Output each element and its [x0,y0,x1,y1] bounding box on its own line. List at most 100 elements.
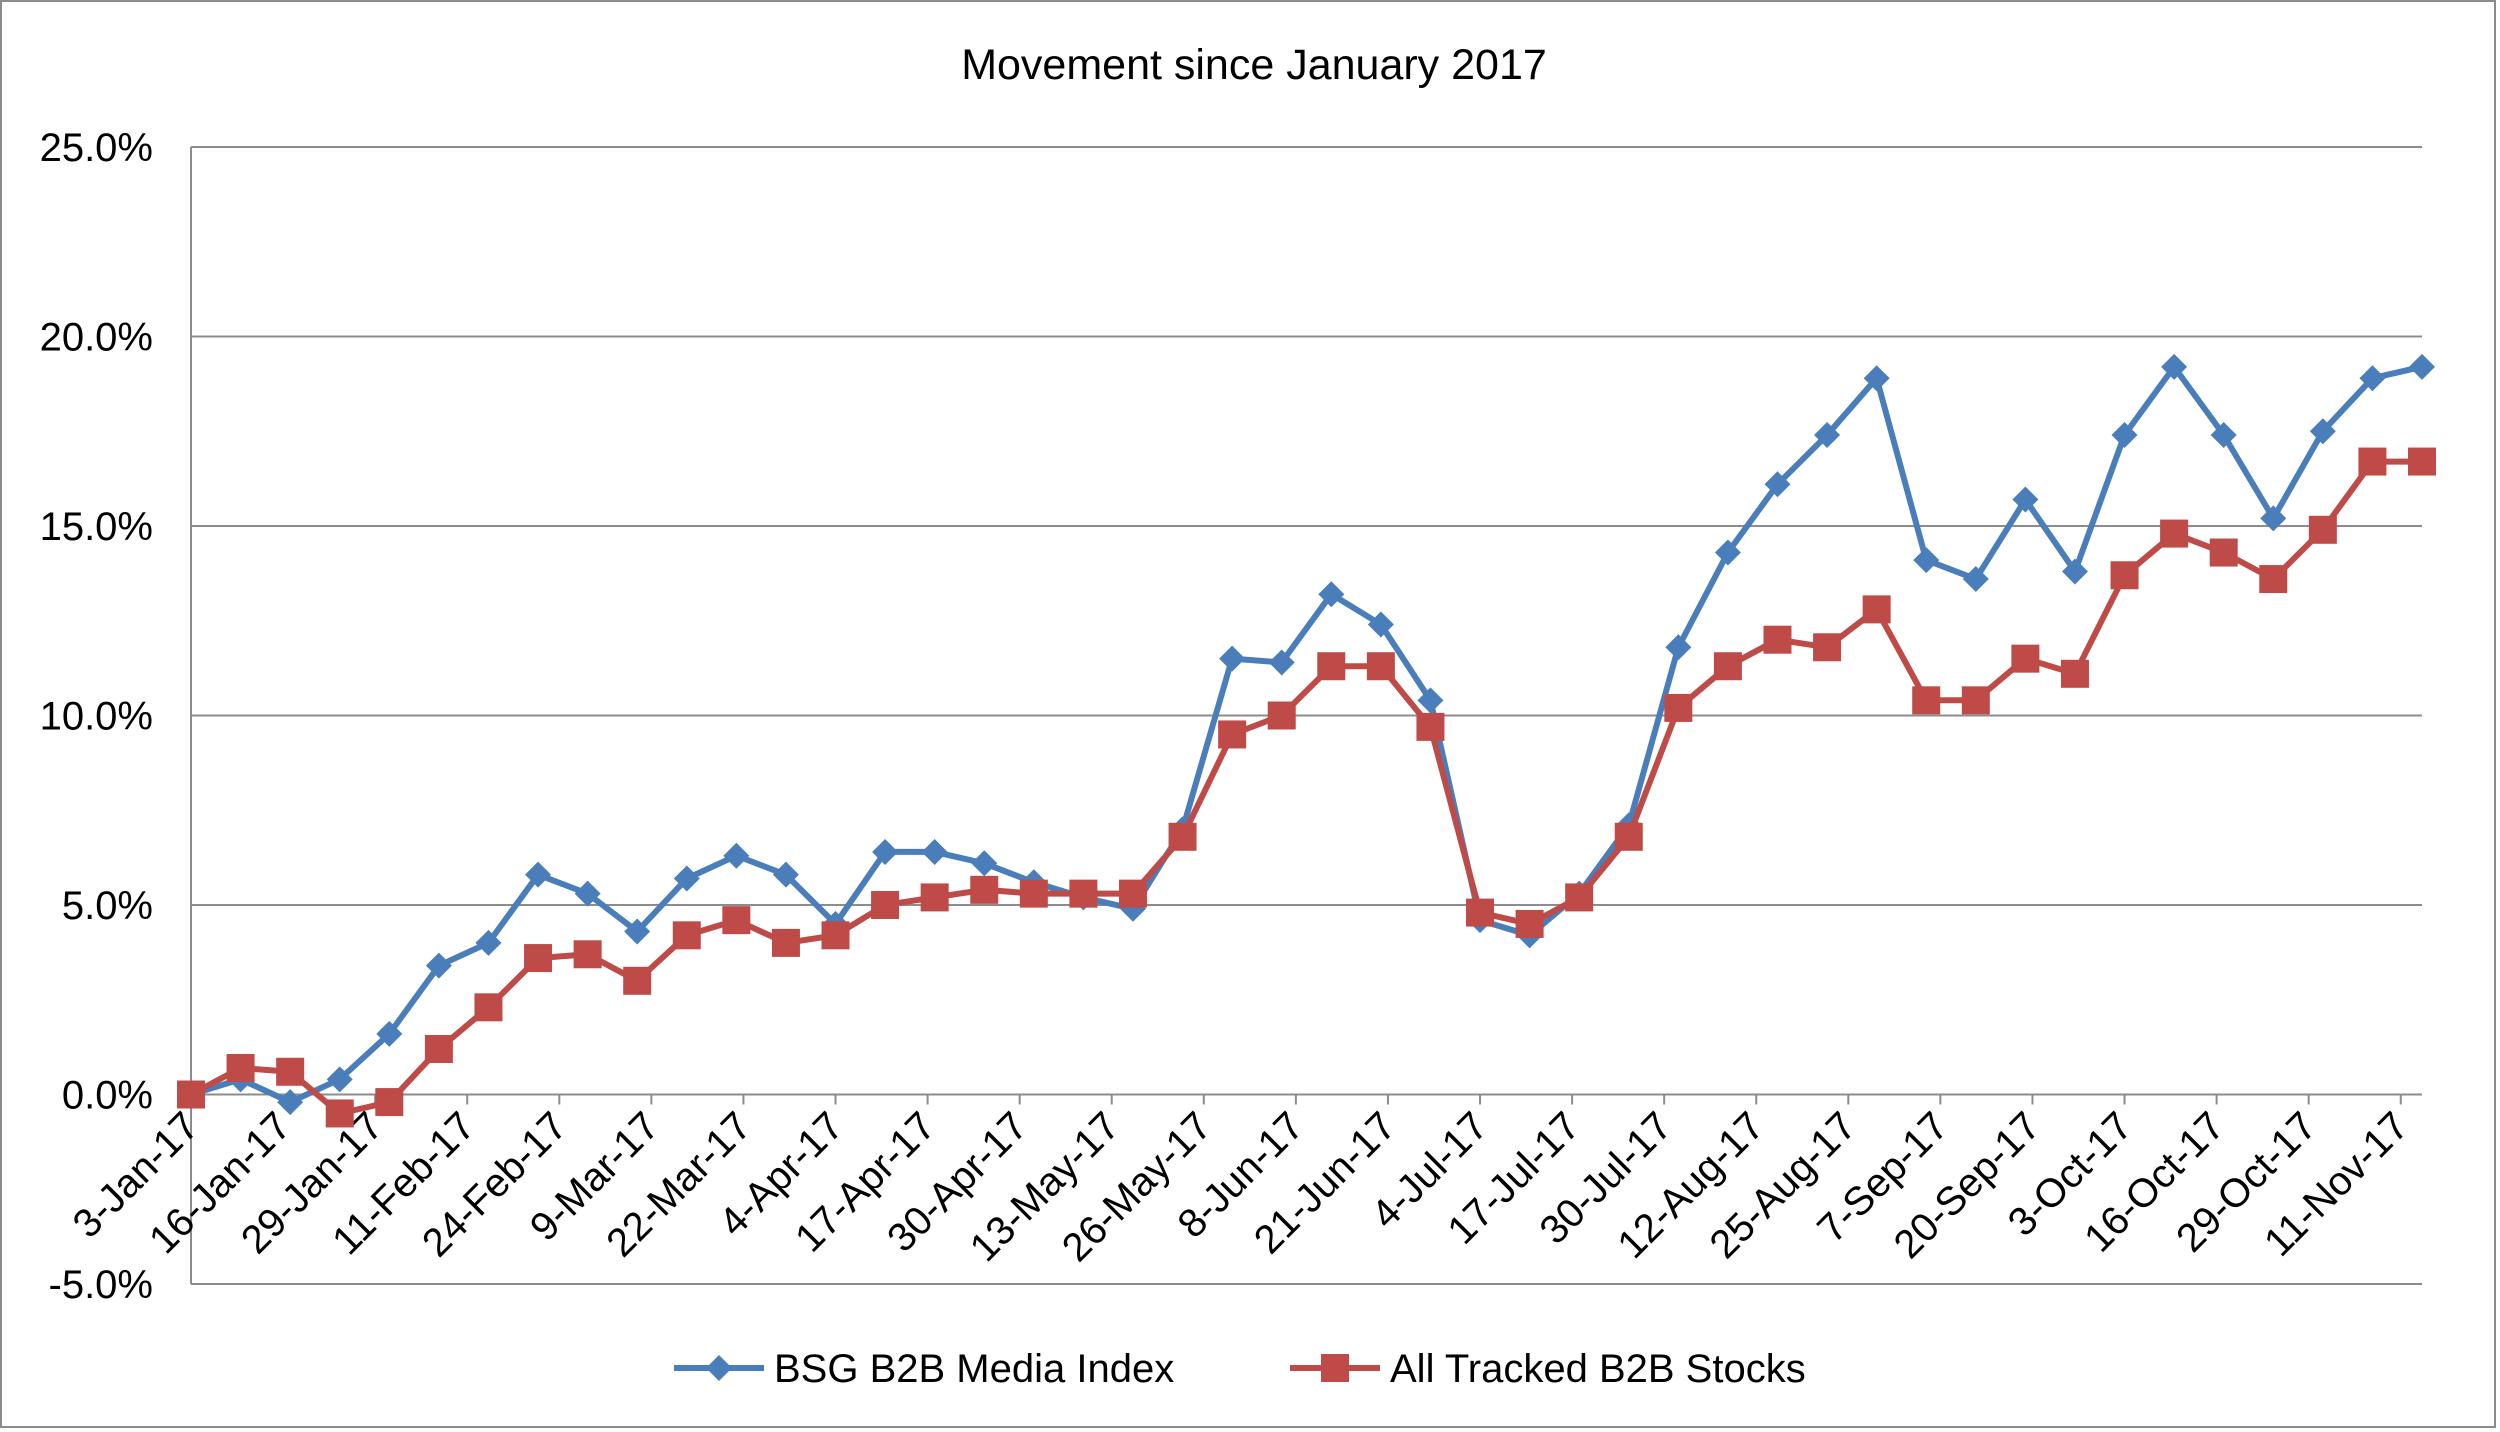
data-point-diamond [425,952,452,979]
data-point-square [1565,883,1594,912]
legend-label: BSG B2B Media Index [774,1347,1174,1391]
data-point-diamond [772,861,799,888]
data-point-square [1069,879,1098,908]
data-point-square [623,966,652,995]
data-point-diamond [2409,353,2435,380]
data-point-diamond [1913,547,1940,574]
data-point-diamond [1417,687,1444,714]
data-point-square [920,883,949,912]
y-tick-label: 20.0% [40,316,153,360]
data-point-square [1019,879,1048,908]
series-layer [177,353,2436,1128]
data-point-diamond [921,838,948,865]
y-tick-label: 5.0% [62,884,153,928]
data-point-square [276,1057,305,1086]
data-point-diamond [2359,365,2386,392]
data-point-diamond [1863,365,1890,392]
legend: BSG B2B Media Index All Tracked B2B Stock… [674,1347,1806,1391]
data-point-square [226,1053,255,1082]
data-point-diamond [723,842,750,869]
data-point-diamond [1268,649,1295,676]
data-point-diamond [2309,418,2336,445]
data-point-square [1267,701,1296,730]
data-point-square [2110,561,2139,590]
data-point-diamond [525,861,552,888]
data-point-square [375,1088,404,1117]
data-point-square [1713,652,1742,681]
data-point-square [177,1080,205,1109]
series-line [189,458,2422,1117]
data-point-diamond [673,865,700,892]
series-1 [178,353,2435,1116]
y-tick-label: -5.0% [49,1263,154,1307]
data-point-square [722,906,751,935]
data-point-diamond [1665,634,1692,661]
data-point-square [2259,565,2288,594]
data-point-square [1912,686,1941,715]
data-point-square [1366,652,1395,681]
data-point-square [524,944,553,973]
gridlines [191,146,2422,1285]
data-point-diamond [1219,645,1246,672]
legend-marker-square [1321,1354,1349,1382]
legend-item-1: BSG B2B Media Index [674,1347,1174,1391]
y-tick-label: 25.0% [40,126,153,170]
data-point-square [2408,447,2436,476]
data-point-diamond [376,1020,403,1047]
data-point-square [672,921,701,950]
chart-title: Movement since January 2017 [961,41,1547,89]
data-point-diamond [2012,486,2039,513]
data-point-square [2011,644,2040,673]
y-tick-label: 0.0% [62,1074,153,1118]
data-point-diamond [326,1066,353,1093]
data-point-diamond [475,929,502,956]
data-point-square [2060,659,2089,688]
legend-label: All Tracked B2B Stocks [1390,1347,1806,1391]
data-point-square [1862,595,1891,624]
data-point-square [970,875,999,904]
data-point-diamond [1367,611,1394,638]
series-line [190,363,2423,1106]
data-point-diamond [2111,422,2138,449]
data-point-diamond [1814,422,1841,449]
data-point-square [325,1099,354,1128]
legend-marker-diamond [706,1355,732,1381]
data-point-diamond [2161,353,2188,380]
data-point-diamond [971,850,998,877]
data-point-square [1168,822,1197,851]
data-point-square [1763,625,1792,654]
data-point-square [2308,515,2337,544]
data-point-diamond [2260,505,2287,532]
data-point-square [871,891,900,919]
data-point-square [771,928,800,957]
y-tick-label: 10.0% [40,695,153,739]
data-point-diamond [277,1089,304,1116]
data-point-diamond [1714,539,1741,566]
data-point-diamond [872,838,899,865]
series-2 [177,447,2436,1128]
data-point-square [573,940,602,969]
data-point-square [2160,519,2189,548]
data-point-square [821,921,850,950]
data-point-square [2358,447,2387,476]
data-point-square [1218,720,1247,749]
data-point-square [424,1035,453,1064]
data-point-square [1317,652,1346,681]
data-point-square [1614,822,1643,851]
data-point-square [1664,693,1693,722]
legend-item-2: All Tracked B2B Stocks [1290,1347,1806,1391]
data-point-diamond [624,918,651,945]
data-point-square [1118,879,1147,908]
data-point-square [1515,909,1544,938]
data-point-square [2209,538,2238,567]
x-axis: 3-Jan-1716-Jan-1729-Jan-1711-Feb-1724-Fe… [65,1093,2422,1270]
data-point-square [1416,712,1445,741]
data-point-diamond [2210,422,2237,449]
data-point-diamond [1764,471,1791,498]
data-point-diamond [1962,566,1989,593]
data-point-square [1813,633,1842,662]
data-point-square [1961,686,1990,715]
data-point-square [474,993,503,1022]
